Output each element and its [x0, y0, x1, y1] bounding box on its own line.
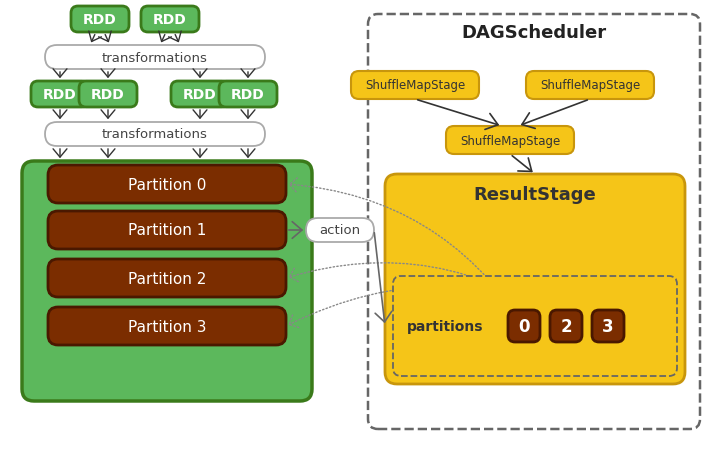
FancyBboxPatch shape [22, 162, 312, 401]
Text: RDD: RDD [183, 88, 217, 102]
FancyBboxPatch shape [141, 7, 199, 33]
Text: 0: 0 [518, 317, 530, 335]
FancyBboxPatch shape [526, 72, 654, 100]
FancyBboxPatch shape [45, 46, 265, 70]
FancyBboxPatch shape [48, 259, 286, 297]
Text: 2: 2 [560, 317, 572, 335]
FancyBboxPatch shape [31, 82, 89, 108]
Text: Partition 1: Partition 1 [128, 223, 206, 238]
Text: ResultStage: ResultStage [473, 185, 597, 203]
FancyBboxPatch shape [71, 7, 129, 33]
FancyBboxPatch shape [592, 310, 624, 342]
Text: ShuffleMapStage: ShuffleMapStage [540, 79, 640, 92]
FancyBboxPatch shape [48, 308, 286, 345]
Text: RDD: RDD [83, 13, 117, 27]
Text: RDD: RDD [153, 13, 187, 27]
Text: RDD: RDD [231, 88, 265, 102]
FancyBboxPatch shape [351, 72, 479, 100]
FancyBboxPatch shape [446, 127, 574, 155]
Text: Partition 0: Partition 0 [128, 177, 206, 192]
FancyBboxPatch shape [508, 310, 540, 342]
FancyBboxPatch shape [385, 174, 685, 384]
Text: transformations: transformations [102, 128, 208, 141]
Text: Partition 2: Partition 2 [128, 271, 206, 286]
Text: RDD: RDD [145, 168, 189, 185]
FancyBboxPatch shape [219, 82, 277, 108]
FancyBboxPatch shape [550, 310, 582, 342]
Text: Partition 3: Partition 3 [127, 319, 206, 334]
FancyBboxPatch shape [79, 82, 137, 108]
FancyBboxPatch shape [45, 123, 265, 147]
Text: transformations: transformations [102, 51, 208, 64]
Text: ShuffleMapStage: ShuffleMapStage [460, 134, 560, 147]
FancyBboxPatch shape [306, 218, 374, 242]
Text: DAGScheduler: DAGScheduler [461, 24, 607, 42]
FancyBboxPatch shape [171, 82, 229, 108]
Text: RDD: RDD [91, 88, 125, 102]
Text: partitions: partitions [407, 319, 483, 333]
Text: RDD: RDD [43, 88, 77, 102]
FancyBboxPatch shape [48, 212, 286, 249]
Text: ShuffleMapStage: ShuffleMapStage [365, 79, 465, 92]
FancyBboxPatch shape [368, 15, 700, 429]
FancyBboxPatch shape [48, 166, 286, 203]
Text: 3: 3 [602, 317, 614, 335]
Text: action: action [320, 224, 360, 237]
FancyBboxPatch shape [393, 276, 677, 376]
